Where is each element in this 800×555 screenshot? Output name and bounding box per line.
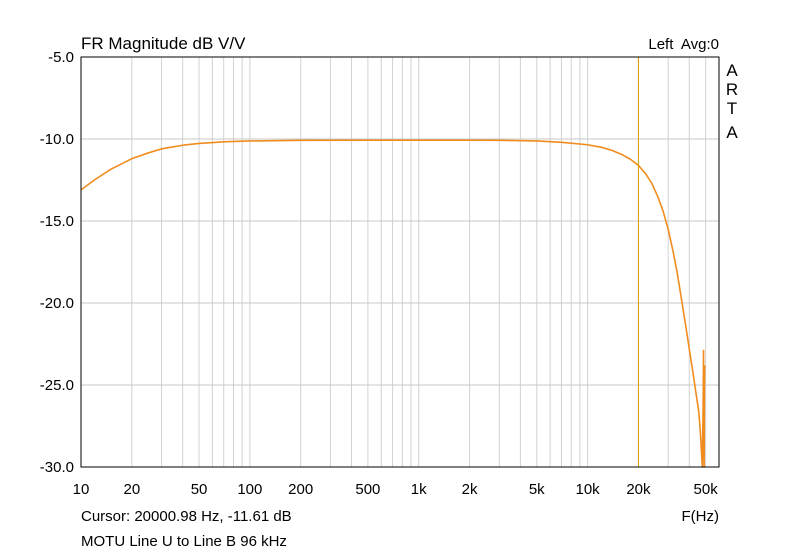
- plot-frame: [80, 56, 720, 468]
- y-tick-label-1: -10.0: [40, 131, 74, 148]
- x-axis-tick-labels: 10 20 50 100 200 500 1k 2k 5k 10k 20k 50k: [73, 481, 719, 498]
- y-tick-label-3: -20.0: [40, 295, 74, 312]
- x-tick-label-6: 1k: [411, 481, 427, 498]
- brand-letter-a2: A: [726, 123, 738, 142]
- x-tick-label-1: 20: [123, 481, 140, 498]
- measurement-caption: MOTU Line U to Line B 96 kHz: [81, 533, 287, 550]
- x-tick-label-10: 20k: [626, 481, 651, 498]
- x-tick-label-9: 10k: [576, 481, 601, 498]
- arta-brand: A R T A: [726, 61, 738, 142]
- x-tick-label-2: 50: [191, 481, 208, 498]
- x-tick-label-8: 5k: [529, 481, 545, 498]
- y-axis-tick-labels: -5.0 -10.0 -15.0 -20.0 -25.0 -30.0: [40, 49, 74, 476]
- brand-letter-a1: A: [726, 61, 738, 80]
- y-tick-label-4: -25.0: [40, 377, 74, 394]
- cursor-readout: Cursor: 20000.98 Hz, -11.61 dB: [81, 508, 292, 525]
- brand-letter-r: R: [726, 80, 738, 99]
- chart-title: FR Magnitude dB V/V: [81, 34, 246, 53]
- minor-gridlines: [80, 57, 720, 467]
- x-tick-label-4: 200: [288, 481, 313, 498]
- brand-letter-t: T: [727, 99, 737, 118]
- y-tick-label-0: -5.0: [48, 49, 74, 66]
- y-tick-label-2: -15.0: [40, 213, 74, 230]
- x-tick-label-7: 2k: [462, 481, 478, 498]
- x-tick-label-3: 100: [237, 481, 262, 498]
- x-tick-label-5: 500: [355, 481, 380, 498]
- x-axis-label: F(Hz): [682, 508, 720, 525]
- channel-average-label: Left Avg:0: [648, 36, 719, 53]
- x-tick-label-11: 50k: [694, 481, 719, 498]
- x-tick-label-0: 10: [73, 481, 90, 498]
- major-gridlines: [81, 56, 719, 468]
- y-tick-label-5: -30.0: [40, 459, 74, 476]
